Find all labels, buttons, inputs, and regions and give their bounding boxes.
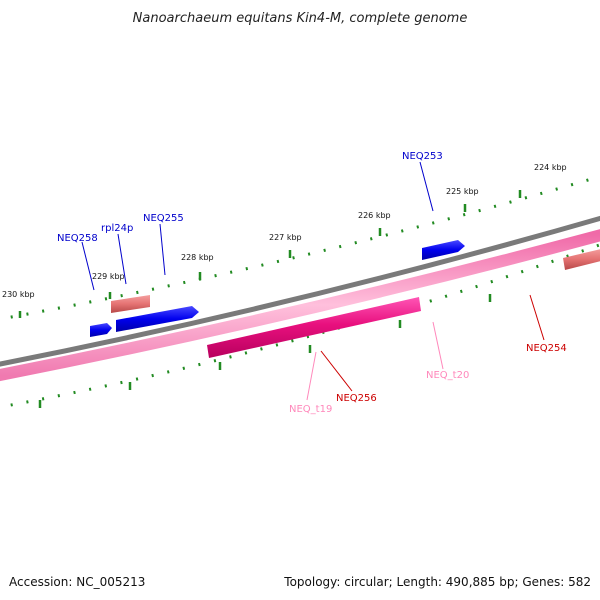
label-connectors bbox=[81, 161, 545, 401]
major-ticks bbox=[18, 190, 522, 408]
gene-neq258-arrow[interactable] bbox=[90, 323, 112, 337]
scale-label-230: 230 kbp bbox=[2, 290, 35, 299]
gene-label-neq-t20[interactable]: NEQ_t20 bbox=[426, 370, 469, 381]
gene-neq254-box[interactable] bbox=[563, 248, 600, 270]
map-title: Nanoarchaeum equitans Kin4-M, complete g… bbox=[133, 11, 468, 26]
accession-text: Accession: NC_005213 bbox=[9, 575, 145, 589]
gene-neq255-arrow[interactable] bbox=[116, 306, 199, 332]
scale-label-225: 225 kbp bbox=[446, 187, 479, 196]
gene-label-rpl24p[interactable]: rpl24p bbox=[101, 223, 133, 234]
gene-label-neq254[interactable]: NEQ254 bbox=[526, 343, 567, 354]
gene-neq253-arrow[interactable] bbox=[422, 240, 465, 260]
scale-label-224: 224 kbp bbox=[534, 163, 567, 172]
gene-neq256-bar[interactable] bbox=[207, 297, 421, 358]
scale-label-229: 229 kbp bbox=[92, 272, 125, 281]
gene-label-neq-t19[interactable]: NEQ_t19 bbox=[289, 404, 332, 415]
topology-text: Topology: circular; Length: 490,885 bp; … bbox=[283, 575, 591, 589]
scale-label-226: 226 kbp bbox=[358, 211, 391, 220]
trna-track bbox=[0, 229, 600, 382]
genome-backbone bbox=[0, 215, 600, 367]
gene-label-neq256[interactable]: NEQ256 bbox=[336, 393, 377, 404]
gene-label-neq255[interactable]: NEQ255 bbox=[143, 213, 184, 224]
gene-rpl24p-box[interactable] bbox=[111, 295, 150, 313]
scale-label-227: 227 kbp bbox=[269, 233, 302, 242]
gene-label-neq253[interactable]: NEQ253 bbox=[402, 151, 443, 162]
gene-label-neq258[interactable]: NEQ258 bbox=[57, 233, 98, 244]
scale-label-228: 228 kbp bbox=[181, 253, 214, 262]
